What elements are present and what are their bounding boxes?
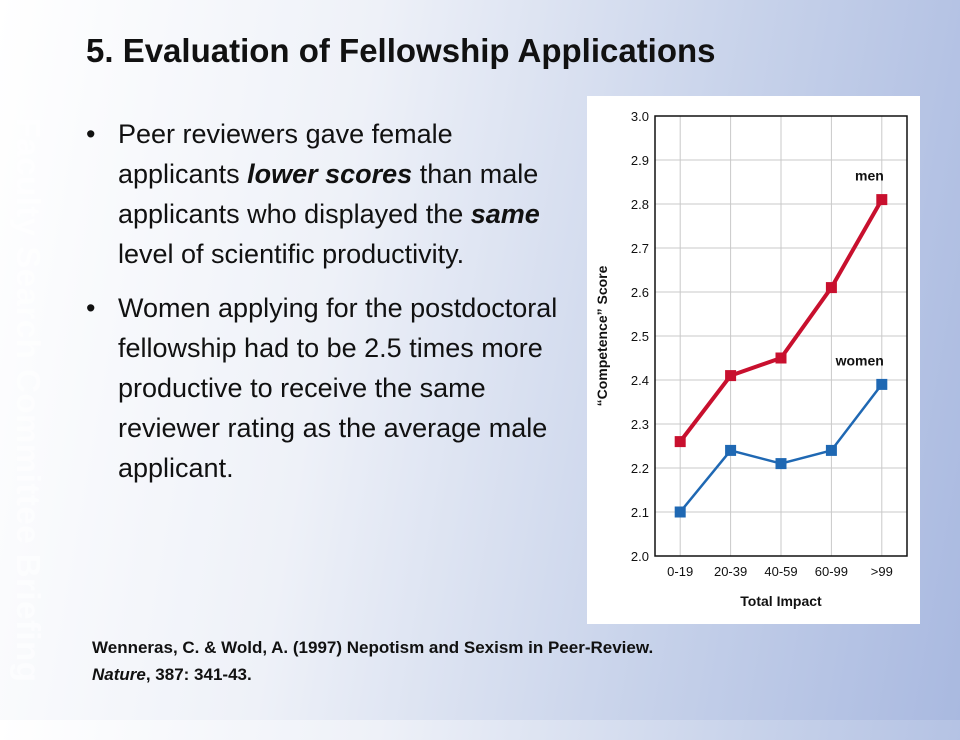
series-label-women: women (835, 352, 884, 368)
y-tick-label: 2.4 (631, 373, 649, 388)
data-point-men (674, 436, 686, 448)
data-point-women (775, 458, 787, 470)
data-point-women (825, 444, 837, 456)
citation: Wenneras, C. & Wold, A. (1997) Nepotism … (92, 634, 653, 688)
citation-journal: Nature (92, 665, 146, 684)
x-tick-label: >99 (871, 564, 893, 579)
x-axis-label: Total Impact (740, 593, 822, 609)
y-tick-label: 2.7 (631, 241, 649, 256)
y-tick-label: 2.1 (631, 505, 649, 520)
y-axis-label: “Competence” Score (594, 265, 610, 406)
bullet-marker: • (86, 119, 96, 149)
citation-line1: Wenneras, C. & Wold, A. (1997) Nepotism … (92, 638, 654, 657)
data-point-men (876, 194, 888, 206)
x-tick-label: 60-99 (815, 564, 848, 579)
y-tick-label: 2.0 (631, 549, 649, 564)
x-tick-labels: 0-19 20-39 40-59 60-99 >99 (667, 564, 893, 579)
emphasis-text: same (470, 199, 540, 229)
bullet-text: Women applying for the postdoctoral fell… (118, 293, 558, 483)
data-point-men (825, 282, 837, 294)
citation-line2: Nature, 387: 341-43. (92, 661, 653, 688)
x-tick-label: 20-39 (714, 564, 747, 579)
y-tick-label: 3.0 (631, 109, 649, 124)
series-layer: men women (674, 168, 888, 518)
data-point-men (775, 352, 787, 364)
y-tick-label: 2.9 (631, 153, 649, 168)
bullet-list: • Peer reviewers gave female applicants l… (78, 114, 578, 502)
series-men: men (674, 168, 888, 448)
citation-rest: , 387: 341-43. (145, 665, 252, 684)
bullet-item: • Women applying for the postdoctoral fel… (78, 288, 578, 488)
competence-chart: 2.0 2.1 2.2 2.3 2.4 2.5 2.6 2.7 2.8 2.9 3.0 0-19 20… (594, 109, 908, 609)
y-tick-label: 2.5 (631, 329, 649, 344)
series-label-men: men (855, 168, 884, 184)
bullet-item: • Peer reviewers gave female applicants l… (78, 114, 578, 274)
y-tick-label: 2.2 (631, 461, 649, 476)
data-point-women (876, 378, 888, 390)
y-tick-labels: 2.0 2.1 2.2 2.3 2.4 2.5 2.6 2.7 2.8 2.9 3.0 (631, 109, 649, 564)
x-tick-label: 0-19 (667, 564, 693, 579)
series-women: women (674, 352, 888, 518)
side-watermark: Faculty Search Committee Briefing (10, 117, 47, 683)
bullet-text: Peer reviewers gave female applicants (118, 119, 453, 189)
x-tick-label: 40-59 (764, 564, 797, 579)
bullet-text: level of scientific productivity. (118, 239, 465, 269)
chart-panel: 2.0 2.1 2.2 2.3 2.4 2.5 2.6 2.7 2.8 2.9 3.0 0-19 20… (587, 96, 920, 624)
slide-title: 5. Evaluation of Fellowship Applications (86, 32, 716, 69)
data-point-women (674, 506, 686, 518)
y-tick-label: 2.6 (631, 285, 649, 300)
plot-frame (654, 115, 908, 557)
y-tick-label: 2.8 (631, 197, 649, 212)
data-point-women (725, 444, 737, 456)
bullet-marker: • (86, 293, 96, 323)
y-tick-label: 2.3 (631, 417, 649, 432)
bullet-text: than male applicants who displayed the (118, 159, 539, 229)
data-point-men (725, 370, 737, 382)
emphasis-text: lower scores (247, 159, 413, 189)
